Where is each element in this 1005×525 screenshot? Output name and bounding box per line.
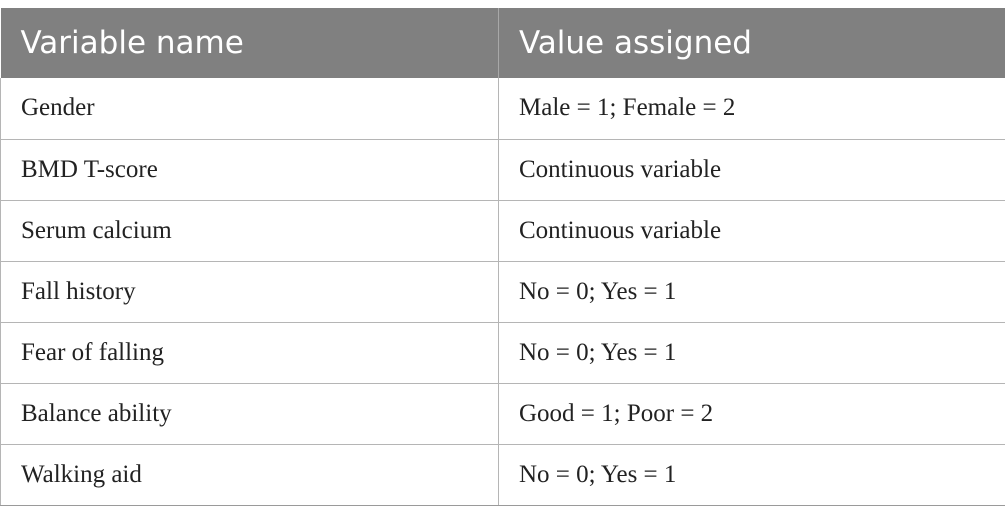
cell-variable-name: Fall history	[0, 261, 499, 323]
variable-assignment-table: Variable name Value assigned Gender Male…	[0, 8, 1005, 506]
variable-table-container: Variable name Value assigned Gender Male…	[0, 8, 1005, 506]
table-row: BMD T-score Continuous variable	[0, 139, 1005, 201]
cell-variable-name: Walking aid	[0, 444, 499, 506]
cell-value-assigned: Continuous variable	[498, 200, 1005, 262]
cell-value-assigned: Male = 1; Female = 2	[498, 78, 1005, 140]
cell-variable-name: Balance ability	[0, 383, 499, 445]
cell-value-assigned: Good = 1; Poor = 2	[498, 383, 1005, 445]
table-row: Serum calcium Continuous variable	[0, 200, 1005, 262]
cell-variable-name: Gender	[0, 78, 499, 140]
table-row: Fall history No = 0; Yes = 1	[0, 261, 1005, 323]
cell-value-assigned: No = 0; Yes = 1	[498, 322, 1005, 384]
cell-value-assigned: Continuous variable	[498, 139, 1005, 201]
cell-variable-name: BMD T-score	[0, 139, 499, 201]
table-header: Variable name Value assigned	[0, 8, 1005, 78]
header-value-assigned: Value assigned	[519, 25, 752, 61]
table-row: Balance ability Good = 1; Poor = 2	[0, 383, 1005, 445]
table-row: Walking aid No = 0; Yes = 1	[0, 444, 1005, 506]
cell-variable-name: Fear of falling	[0, 322, 499, 384]
cell-variable-name: Serum calcium	[0, 200, 499, 262]
cell-value-assigned: No = 0; Yes = 1	[498, 261, 1005, 323]
cell-value-assigned: No = 0; Yes = 1	[498, 444, 1005, 506]
header-variable-name: Variable name	[0, 8, 499, 78]
table-row: Gender Male = 1; Female = 2	[0, 78, 1005, 140]
header-row: Variable name Value assigned	[0, 8, 1005, 78]
table-row: Fear of falling No = 0; Yes = 1	[0, 322, 1005, 384]
table-body: Gender Male = 1; Female = 2 BMD T-score …	[0, 78, 1005, 506]
